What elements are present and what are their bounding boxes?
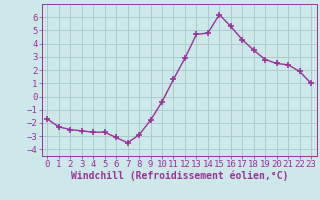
X-axis label: Windchill (Refroidissement éolien,°C): Windchill (Refroidissement éolien,°C) <box>70 171 288 181</box>
